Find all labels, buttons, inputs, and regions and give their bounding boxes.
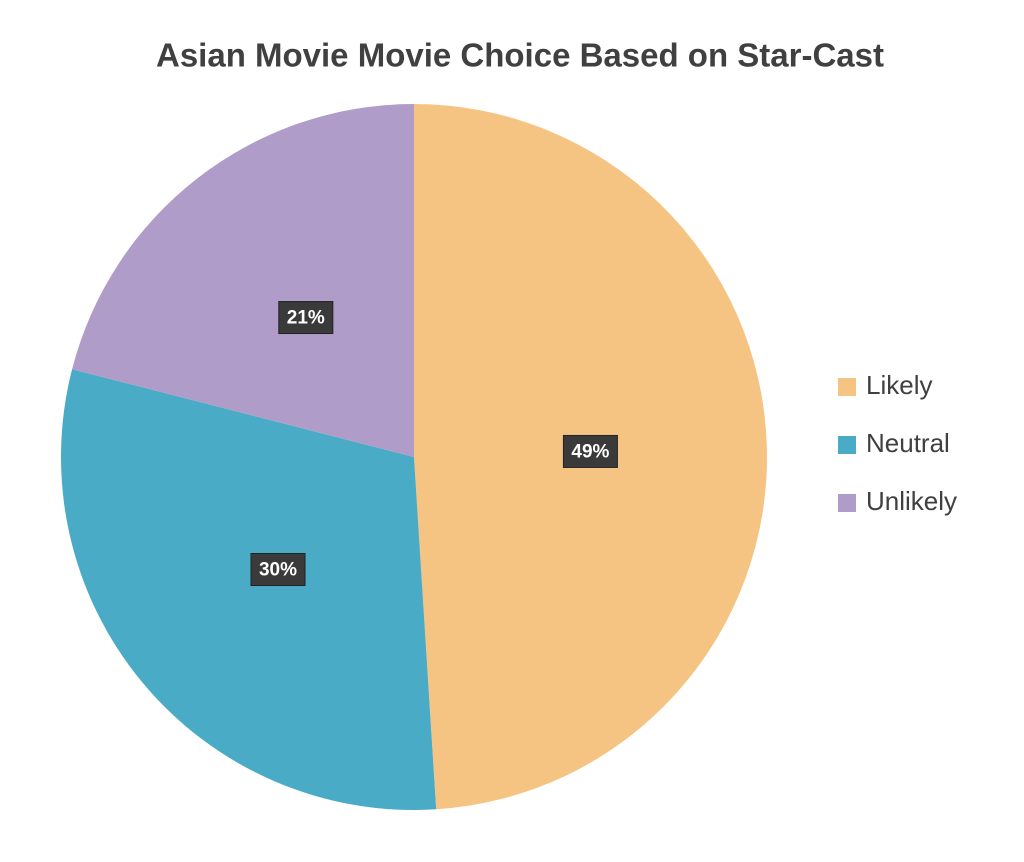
pie-slice — [60, 369, 437, 810]
legend-label: Unlikely — [866, 486, 957, 516]
data-label: 49% — [571, 441, 609, 462]
data-label: 30% — [259, 560, 297, 581]
data-label-box — [250, 553, 306, 587]
legend-swatch — [838, 436, 856, 454]
legend-swatch — [838, 378, 856, 396]
legend-label: Likely — [866, 370, 932, 400]
data-label-box — [278, 301, 334, 335]
data-label: 21% — [287, 308, 325, 329]
pie-slice — [72, 104, 414, 457]
legend-swatch — [838, 494, 856, 512]
data-label-box — [562, 434, 618, 468]
chart-title: Asian Movie Movie Choice Based on Star-C… — [156, 37, 884, 74]
legend-label: Neutral — [866, 428, 950, 458]
